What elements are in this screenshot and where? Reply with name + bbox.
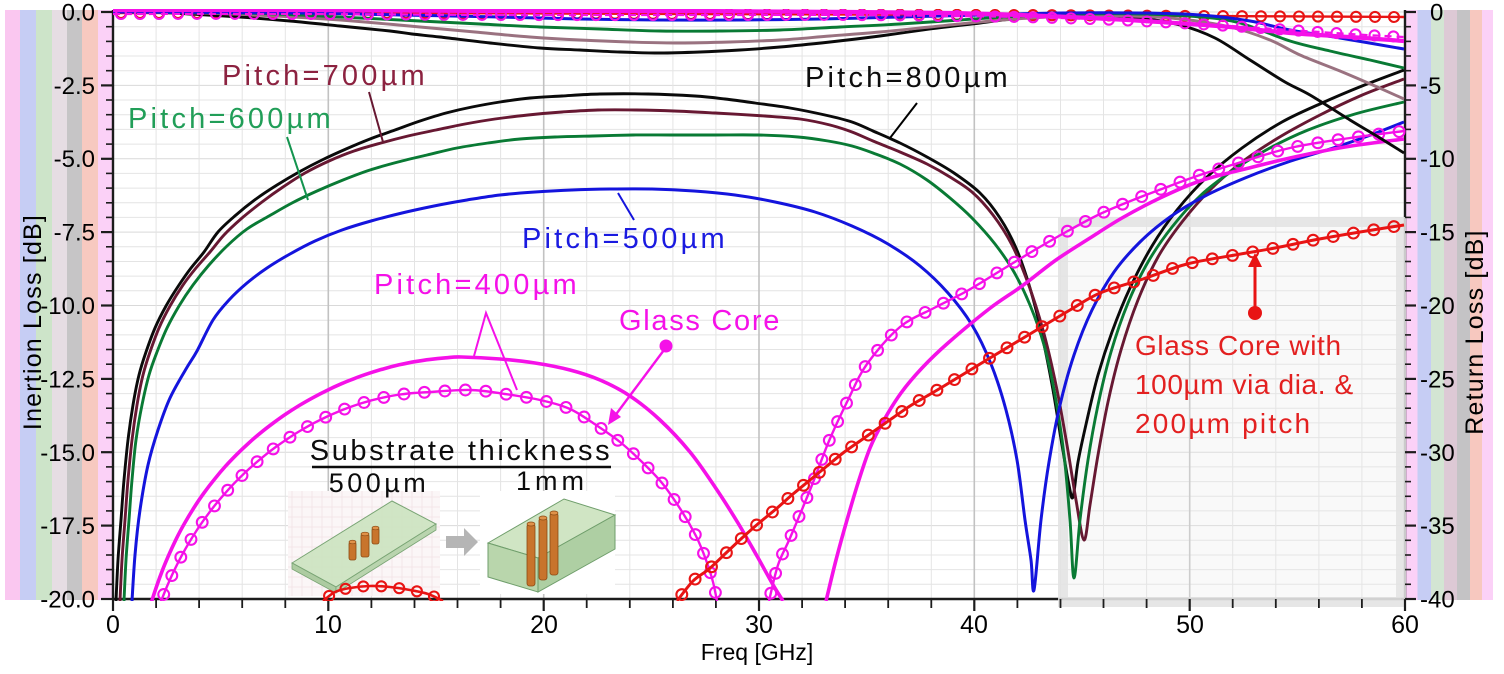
svg-text:Pitch=500µm: Pitch=500µm (522, 223, 728, 255)
svg-text:Glass Core with: Glass Core with (1135, 330, 1342, 361)
svg-text:Freq [GHz]: Freq [GHz] (701, 639, 813, 665)
svg-text:-17.5: -17.5 (40, 513, 95, 540)
svg-text:60: 60 (1391, 611, 1419, 639)
svg-text:10: 10 (314, 611, 342, 639)
svg-text:-30: -30 (1420, 440, 1455, 467)
svg-text:0: 0 (1430, 0, 1443, 27)
svg-text:-15: -15 (1420, 220, 1455, 247)
svg-text:-5.0: -5.0 (54, 146, 95, 173)
svg-text:Pitch=400µm: Pitch=400µm (374, 269, 580, 301)
svg-text:Return Loss [dB]: Return Loss [dB] (1461, 229, 1489, 434)
svg-text:Substrate thickness: Substrate thickness (310, 435, 612, 467)
svg-text:-7.5: -7.5 (54, 220, 95, 247)
svg-text:0.0: 0.0 (62, 0, 95, 27)
svg-text:1mm: 1mm (516, 466, 588, 496)
svg-text:50: 50 (1176, 611, 1204, 639)
svg-text:Glass Core: Glass Core (619, 305, 781, 337)
svg-text:-20: -20 (1420, 293, 1455, 320)
svg-text:100µm via dia. &: 100µm via dia. & (1135, 369, 1354, 400)
svg-text:-35: -35 (1420, 513, 1455, 540)
svg-text:-20.0: -20.0 (40, 587, 95, 614)
svg-text:-25: -25 (1420, 366, 1455, 393)
svg-text:-40: -40 (1420, 587, 1455, 614)
svg-text:-10.0: -10.0 (40, 293, 95, 320)
svg-text:40: 40 (960, 611, 988, 639)
svg-text:Pitch=700µm: Pitch=700µm (222, 60, 428, 92)
svg-text:Inertion Loss [dB]: Inertion Loss [dB] (19, 214, 47, 430)
svg-text:0: 0 (106, 611, 120, 639)
svg-text:-12.5: -12.5 (40, 366, 95, 393)
svg-text:30: 30 (745, 611, 773, 639)
svg-text:500µm: 500µm (329, 468, 430, 498)
svg-text:-15.0: -15.0 (40, 440, 95, 467)
svg-text:-2.5: -2.5 (54, 73, 95, 100)
svg-text:-10: -10 (1420, 146, 1455, 173)
svg-text:Pitch=800µm: Pitch=800µm (805, 62, 1011, 94)
svg-text:Pitch=600µm: Pitch=600µm (128, 103, 334, 135)
svg-text:20: 20 (530, 611, 558, 639)
svg-text:200µm pitch: 200µm pitch (1135, 408, 1312, 439)
svg-text:-5: -5 (1420, 73, 1441, 100)
